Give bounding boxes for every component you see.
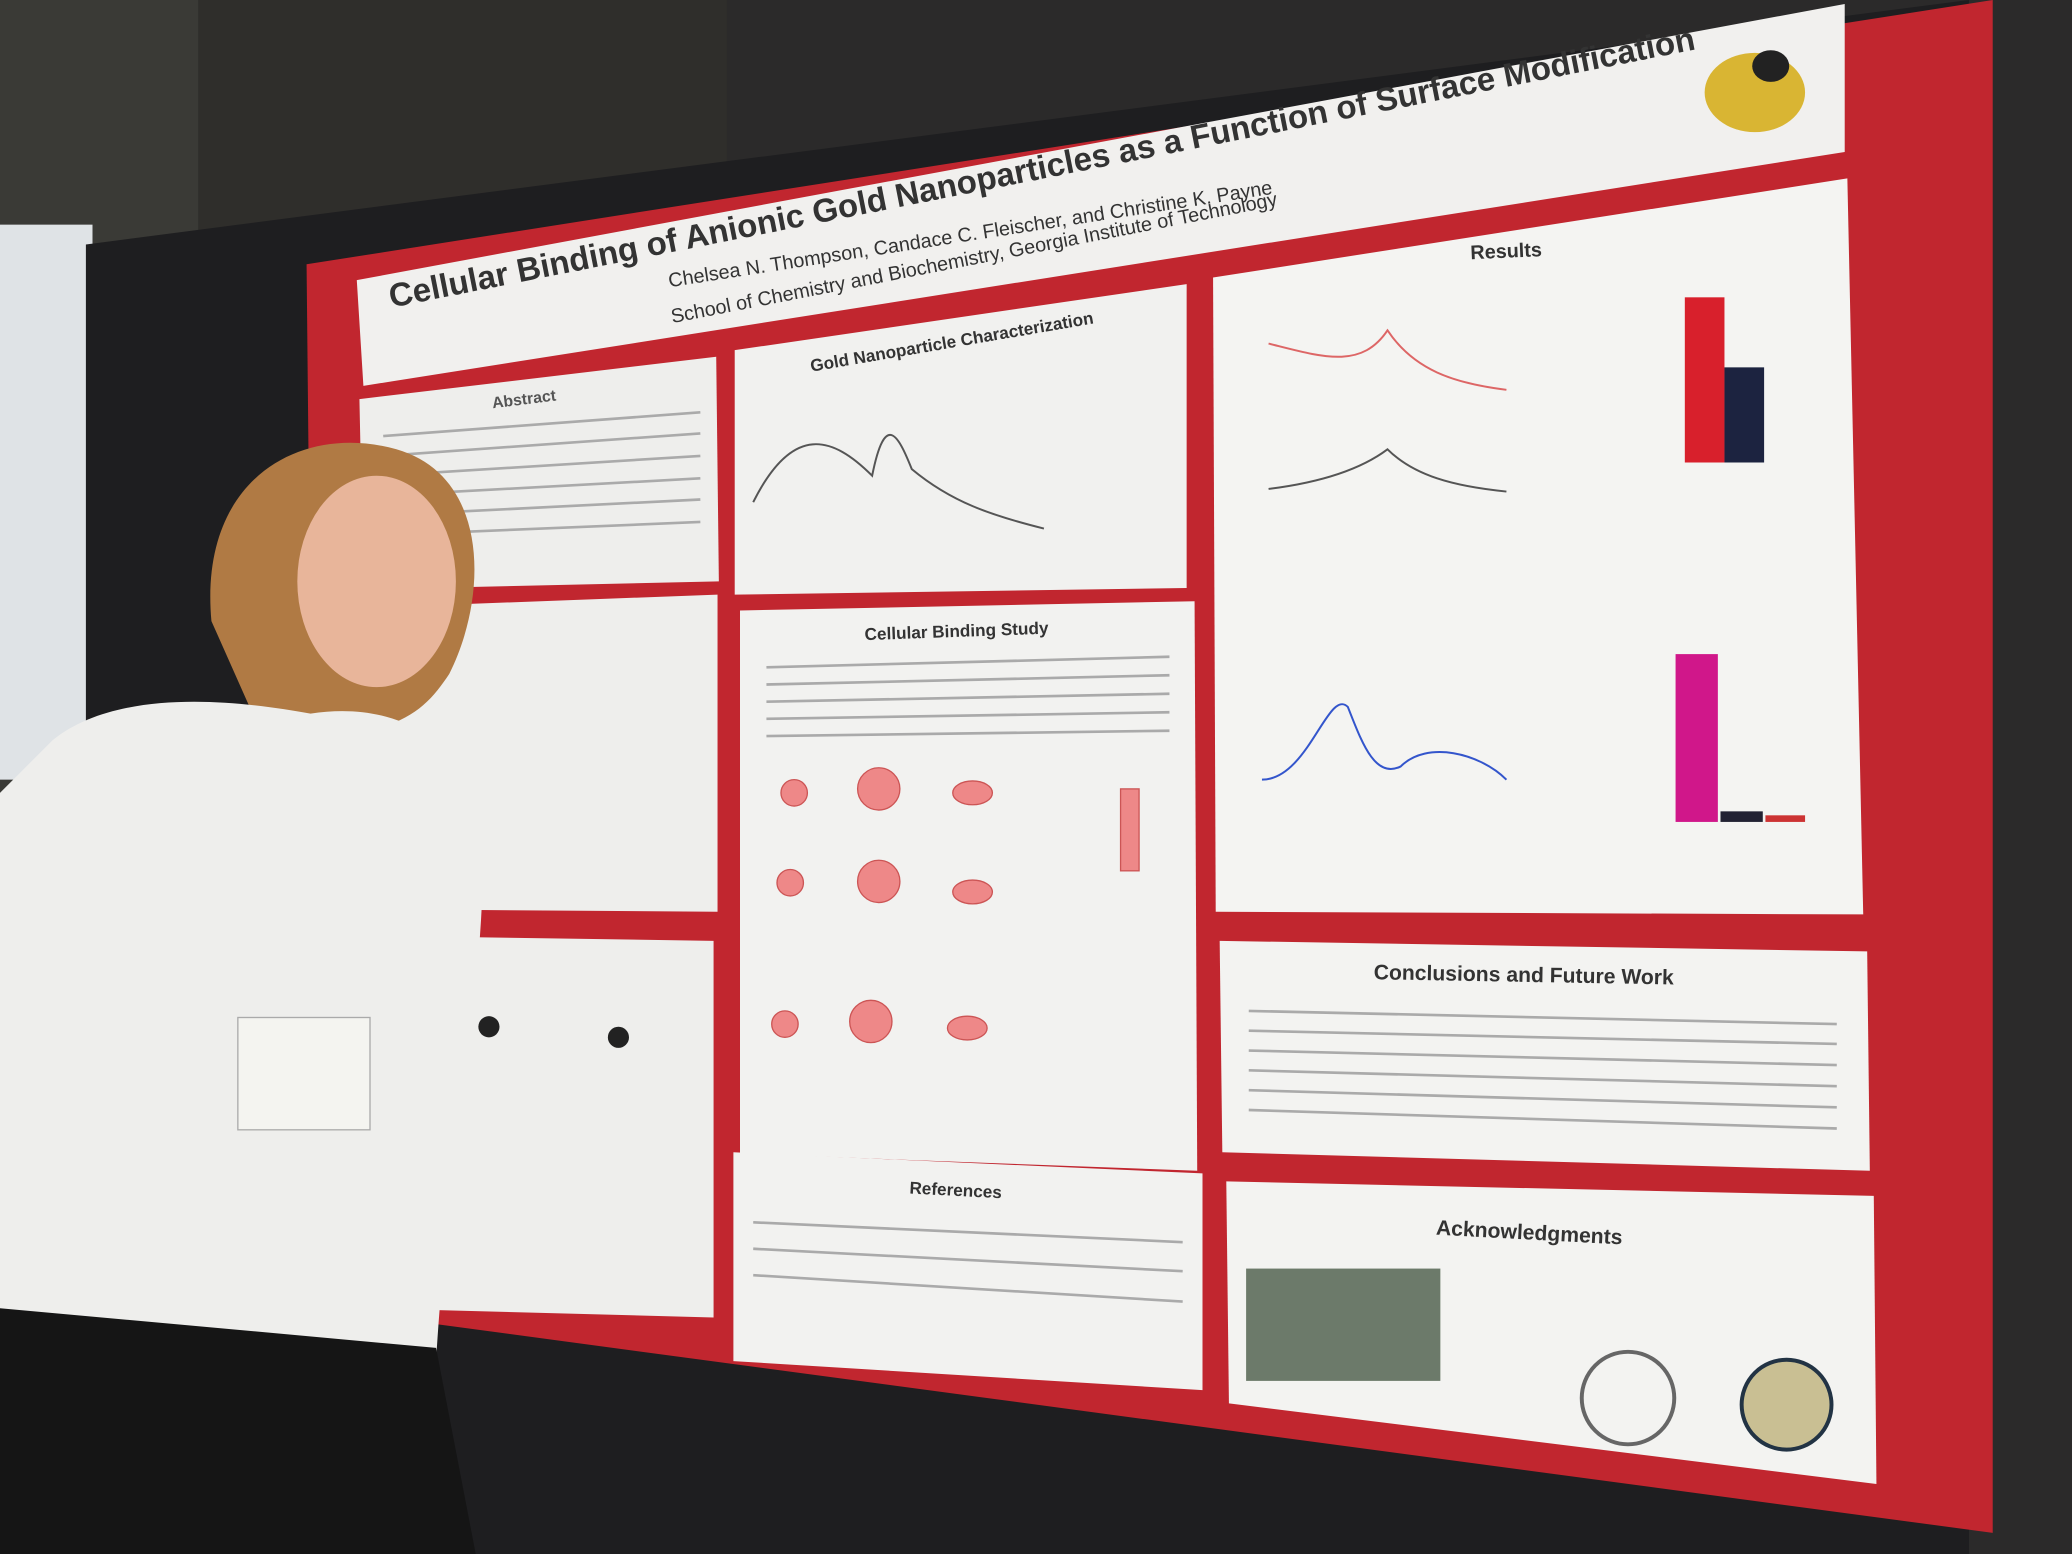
face: [297, 475, 456, 688]
window: [0, 224, 93, 780]
difference-figure: [1268, 328, 1507, 391]
nanoparticle-figures: [771, 767, 1140, 1044]
seal-logo: [1739, 1357, 1834, 1452]
name-badge: [237, 1016, 371, 1131]
spectrum-figure: [752, 434, 1045, 530]
section-heading: Results: [1470, 239, 1542, 264]
difference-figure: [1268, 447, 1507, 493]
flow-figure: [1261, 703, 1508, 781]
nih-logo: [1579, 1349, 1677, 1447]
person: [0, 442, 484, 1554]
group-photo: [1246, 1268, 1441, 1381]
title-panel: [356, 3, 1845, 386]
figure-bar: [1724, 367, 1765, 463]
text-lines: [383, 410, 1837, 1303]
references-panel: [733, 1152, 1203, 1391]
section-heading: References: [909, 1177, 1002, 1202]
characterization-panel: [734, 284, 1187, 595]
figure-bar: [1720, 811, 1763, 822]
figure-bar: [1765, 815, 1806, 822]
acknowledgments-panel: [1226, 1181, 1877, 1484]
figure-bar: [1684, 297, 1725, 463]
logo-bee: [1752, 50, 1790, 82]
functionalization-figure: [478, 1016, 629, 1048]
figure-bar: [1675, 654, 1718, 822]
section-heading: Conclusions and Future Work: [1374, 961, 1675, 989]
pants: [0, 1308, 476, 1554]
results-panel: [1213, 178, 1864, 915]
